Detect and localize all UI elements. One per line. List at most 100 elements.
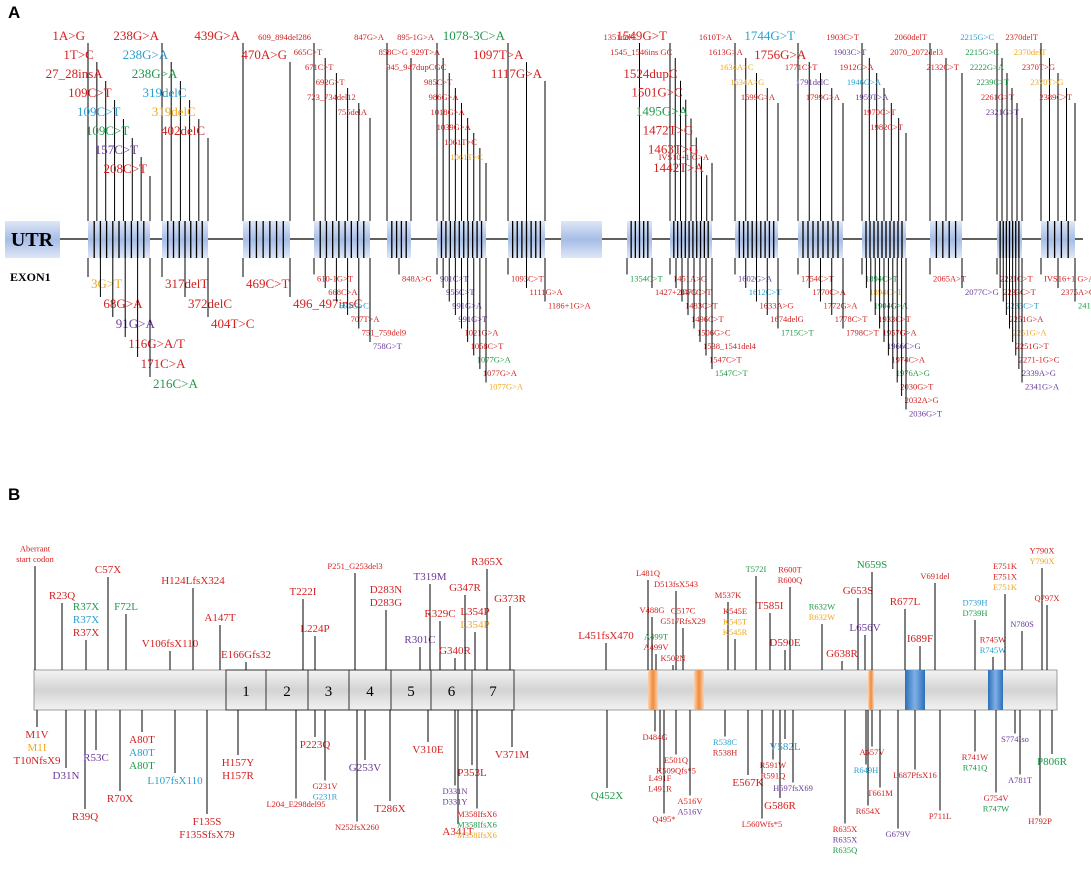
exon-box bbox=[930, 221, 962, 258]
variant-label: 2370T>G bbox=[1030, 77, 1063, 87]
variant-label: 985C>T bbox=[424, 77, 453, 87]
variant-label: L481Q bbox=[636, 568, 660, 578]
variant-label: E751X bbox=[993, 572, 1017, 582]
variant-label: R649H bbox=[854, 765, 879, 775]
nucleotide-binding-domain bbox=[905, 670, 925, 710]
variant-label: F72L bbox=[114, 601, 138, 613]
variant-label: L687PfsX16 bbox=[893, 770, 936, 780]
variant-label: 2036G>T bbox=[909, 409, 943, 419]
exon-box bbox=[798, 221, 843, 258]
variant-label: P223Q bbox=[300, 739, 331, 751]
variant-label: 1966C>G bbox=[887, 341, 921, 351]
variant-label: 109C>T bbox=[77, 104, 121, 119]
variant-label: 1547C>T bbox=[715, 368, 748, 378]
variant-label: 109C>T bbox=[68, 85, 112, 100]
variant-label: 1524dupC bbox=[623, 66, 677, 81]
variant-label: N659S bbox=[857, 559, 888, 571]
variant-label: 2261G>T bbox=[981, 92, 1015, 102]
variant-label: 707T>A bbox=[351, 314, 381, 324]
variant-label: D484G bbox=[642, 732, 667, 742]
variant-label: R635X bbox=[833, 835, 858, 845]
variant-label: 1912G>A bbox=[840, 62, 875, 72]
variant-label: 470A>G bbox=[241, 47, 287, 62]
variant-label: 1354C>T bbox=[630, 274, 663, 284]
variant-label: 1957G>A bbox=[883, 328, 918, 338]
variant-label: L354P bbox=[460, 619, 489, 631]
variant-label: 1715C>T bbox=[781, 328, 814, 338]
variant-label: 1791delC bbox=[796, 77, 829, 87]
variant-label: 109C>T bbox=[86, 123, 130, 138]
variant-label: 1A>G bbox=[52, 28, 85, 43]
variant-label: A657V bbox=[859, 747, 885, 757]
variant-label: H597fsX69 bbox=[773, 783, 813, 793]
variant-label: 1894C>T bbox=[865, 274, 898, 284]
variant-label: 2065A>T bbox=[933, 274, 967, 284]
variant-label: 945_947dupCGC bbox=[386, 62, 446, 72]
variant-label: Aberrant bbox=[20, 544, 51, 554]
variant-label: 1633A>G bbox=[760, 301, 794, 311]
variant-label: R635Q bbox=[833, 845, 858, 855]
variant-label: 1472T>G bbox=[643, 122, 694, 137]
variant-label: M358IfsX6 bbox=[457, 830, 497, 840]
variant-label: start codon bbox=[16, 554, 54, 564]
variant-label: 157C>T bbox=[95, 142, 139, 157]
variant-label: M358IfsX6 bbox=[457, 820, 497, 830]
variant-label: M537K bbox=[715, 590, 742, 600]
variant-label: C57X bbox=[95, 564, 121, 576]
variant-label: V582L bbox=[769, 741, 800, 753]
variant-label: 986G>A bbox=[429, 92, 460, 102]
variant-label: 1634A>C bbox=[720, 62, 754, 72]
variant-label: 723_734del12 bbox=[307, 92, 356, 102]
variant-label: 1744G>T bbox=[744, 28, 795, 43]
variant-label: 2030G>T bbox=[900, 382, 934, 392]
variant-label: 1097T>A bbox=[473, 47, 524, 62]
variant-label: 1117G>A bbox=[491, 66, 543, 81]
variant-label: 1634A>G bbox=[730, 77, 764, 87]
variant-label: L204_E298del95 bbox=[266, 799, 325, 809]
variant-label: 116G>A/T bbox=[128, 336, 185, 351]
variant-label: A781T bbox=[1008, 775, 1033, 785]
variant-label: R632W bbox=[809, 612, 835, 622]
variant-label: G586R bbox=[764, 800, 796, 812]
variant-label: 847G>A bbox=[354, 32, 385, 42]
variant-label: R37X bbox=[73, 627, 99, 639]
variant-label: E751K bbox=[993, 582, 1018, 592]
variant-label: 469C>T bbox=[246, 276, 290, 291]
panel-b-letter: B bbox=[8, 485, 20, 504]
variant-label: P353L bbox=[457, 767, 487, 779]
variant-label: G253V bbox=[349, 762, 381, 774]
variant-label: M1I bbox=[28, 742, 47, 754]
transmembrane-domain bbox=[265, 669, 309, 711]
variant-label: L560Wfs*5 bbox=[742, 819, 783, 829]
variant-label: D739H bbox=[962, 598, 987, 608]
variant-label: 2271-1G>C bbox=[1019, 355, 1060, 365]
variant-label: 1778C>T bbox=[835, 314, 868, 324]
variant-label: D283G bbox=[370, 597, 402, 609]
variant-label: 1442T>A bbox=[653, 160, 704, 175]
variant-label: 1501G>C bbox=[631, 85, 682, 100]
variant-label: 2233C>T bbox=[1003, 287, 1036, 297]
variant-label: A499T bbox=[644, 632, 669, 642]
variant-label: 238G>A bbox=[132, 66, 178, 81]
variant-label: Q797X bbox=[1034, 593, 1059, 603]
variant-label: H157Y bbox=[222, 757, 254, 769]
variant-label: 671C>T bbox=[305, 62, 334, 72]
variant-label: R39Q bbox=[72, 811, 98, 823]
variant-label: 1756G>A bbox=[754, 47, 807, 62]
variant-label: 2251G>A bbox=[1009, 314, 1044, 324]
variant-label: T572I bbox=[746, 564, 767, 574]
variant-label: T319M bbox=[414, 571, 447, 583]
protein-bar bbox=[33, 669, 1058, 711]
variant-label: G653S bbox=[843, 585, 874, 597]
variant-label: 2215G>C bbox=[965, 47, 999, 57]
variant-label: 1093C>T bbox=[511, 274, 544, 284]
variant-label: R654X bbox=[856, 806, 881, 816]
variant-label: 2341G>A bbox=[1025, 382, 1060, 392]
variant-label: 991G>T bbox=[458, 314, 488, 324]
variant-label: R747W bbox=[983, 804, 1009, 814]
variant-label: 1799G>A bbox=[806, 92, 841, 102]
variant-label: 1982C>T bbox=[870, 122, 903, 132]
variant-label: 1427+2T>G bbox=[655, 287, 697, 297]
variant-label: 956C>T bbox=[446, 287, 475, 297]
